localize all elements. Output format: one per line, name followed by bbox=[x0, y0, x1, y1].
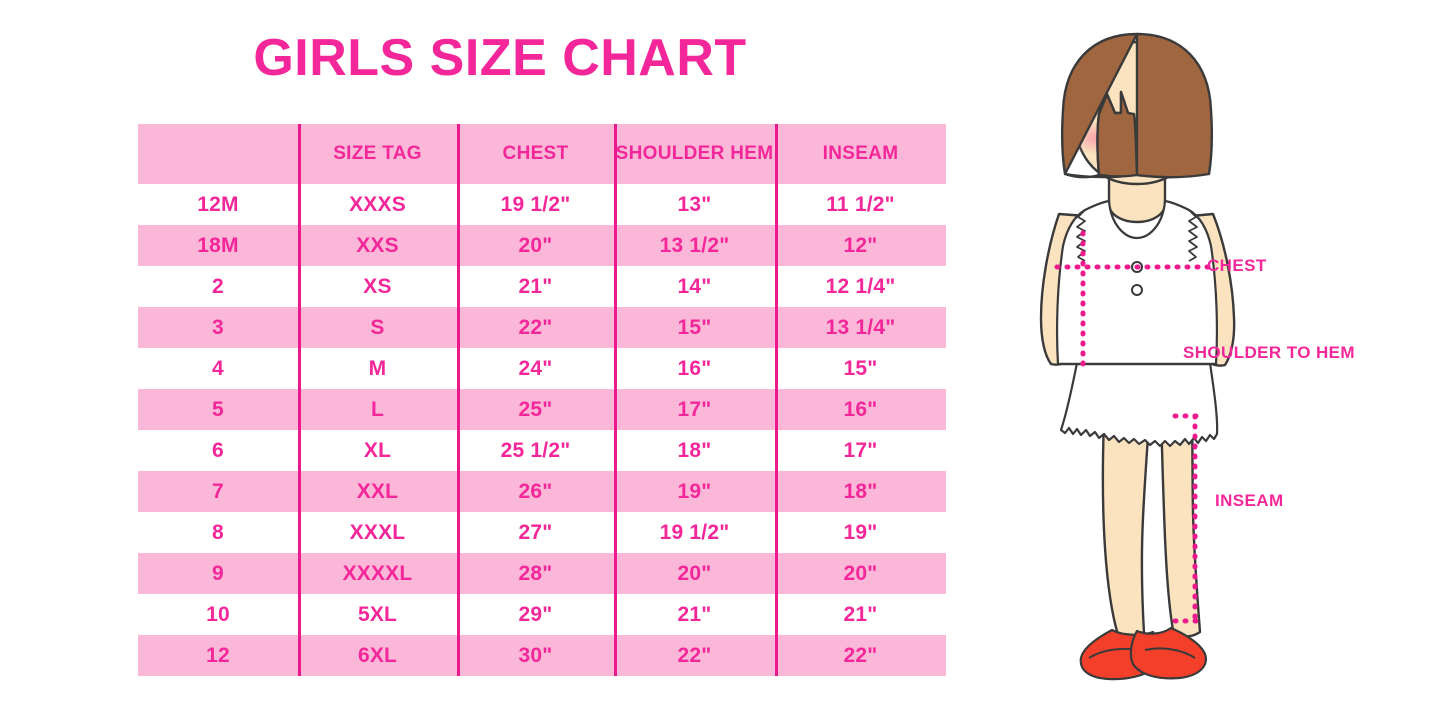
cell-chest: 29" bbox=[457, 594, 614, 635]
cell-shoulder-hem: 14" bbox=[614, 266, 775, 307]
column-header-size-tag: SIZE TAG bbox=[298, 124, 457, 184]
girl-figure-icon bbox=[1039, 32, 1236, 681]
cell-inseam: 15" bbox=[775, 348, 946, 389]
cell-size-tag: 6XL bbox=[298, 635, 457, 676]
table-row: 9 XXXXL 28" 20" 20" bbox=[138, 553, 946, 594]
cell-size: 12M bbox=[138, 184, 298, 225]
cell-size-tag: XXXS bbox=[298, 184, 457, 225]
cell-size-tag: M bbox=[298, 348, 457, 389]
cell-inseam: 11 1/2" bbox=[775, 184, 946, 225]
cell-size-tag: S bbox=[298, 307, 457, 348]
cell-shoulder-hem: 18" bbox=[614, 430, 775, 471]
table-row: 3 S 22" 15" 13 1/4" bbox=[138, 307, 946, 348]
cell-inseam: 17" bbox=[775, 430, 946, 471]
table-row: 12 6XL 30" 22" 22" bbox=[138, 635, 946, 676]
cell-size: 7 bbox=[138, 471, 298, 512]
cell-inseam: 18" bbox=[775, 471, 946, 512]
table-row: 6 XL 25 1/2" 18" 17" bbox=[138, 430, 946, 471]
shoes bbox=[1079, 626, 1207, 681]
cell-inseam: 13 1/4" bbox=[775, 307, 946, 348]
table-header-row: SIZE TAG CHEST SHOULDER HEM INSEAM bbox=[138, 124, 946, 184]
cell-shoulder-hem: 19 1/2" bbox=[614, 512, 775, 553]
cell-size-tag: XXXXL bbox=[298, 553, 457, 594]
cell-size: 2 bbox=[138, 266, 298, 307]
table-header: SIZE TAG CHEST SHOULDER HEM INSEAM bbox=[138, 124, 946, 184]
cell-chest: 24" bbox=[457, 348, 614, 389]
cell-shoulder-hem: 16" bbox=[614, 348, 775, 389]
cell-inseam: 19" bbox=[775, 512, 946, 553]
cell-inseam: 21" bbox=[775, 594, 946, 635]
column-header-size bbox=[138, 124, 298, 184]
cell-chest: 22" bbox=[457, 307, 614, 348]
table-row: 4 M 24" 16" 15" bbox=[138, 348, 946, 389]
cell-inseam: 12" bbox=[775, 225, 946, 266]
cell-size: 10 bbox=[138, 594, 298, 635]
cell-size-tag: XXXL bbox=[298, 512, 457, 553]
cell-size: 5 bbox=[138, 389, 298, 430]
cell-chest: 27" bbox=[457, 512, 614, 553]
cell-size: 6 bbox=[138, 430, 298, 471]
cell-shoulder-hem: 19" bbox=[614, 471, 775, 512]
cell-shoulder-hem: 15" bbox=[614, 307, 775, 348]
cell-chest: 20" bbox=[457, 225, 614, 266]
table-row: 5 L 25" 17" 16" bbox=[138, 389, 946, 430]
cell-size: 12 bbox=[138, 635, 298, 676]
cell-size: 9 bbox=[138, 553, 298, 594]
cell-shoulder-hem: 17" bbox=[614, 389, 775, 430]
cell-shoulder-hem: 22" bbox=[614, 635, 775, 676]
table-row: 10 5XL 29" 21" 21" bbox=[138, 594, 946, 635]
cell-chest: 26" bbox=[457, 471, 614, 512]
cell-shoulder-hem: 20" bbox=[614, 553, 775, 594]
annotation-inseam: INSEAM bbox=[1215, 491, 1284, 510]
cell-shoulder-hem: 21" bbox=[614, 594, 775, 635]
cell-size-tag: XL bbox=[298, 430, 457, 471]
cell-chest: 28" bbox=[457, 553, 614, 594]
annotation-chest: CHEST bbox=[1207, 256, 1267, 275]
cell-size-tag: L bbox=[298, 389, 457, 430]
cell-inseam: 12 1/4" bbox=[775, 266, 946, 307]
measurement-lines bbox=[1054, 230, 1220, 624]
cell-size: 8 bbox=[138, 512, 298, 553]
table-row: 8 XXXL 27" 19 1/2" 19" bbox=[138, 512, 946, 553]
cell-size: 3 bbox=[138, 307, 298, 348]
cell-size-tag: 5XL bbox=[298, 594, 457, 635]
cell-inseam: 22" bbox=[775, 635, 946, 676]
head bbox=[1060, 32, 1214, 186]
column-header-inseam: INSEAM bbox=[775, 124, 946, 184]
table-body: 12M XXXS 19 1/2" 13" 11 1/2" 18M XXS 20" 13 1/2"… bbox=[138, 184, 946, 676]
cell-size: 4 bbox=[138, 348, 298, 389]
cell-chest: 21" bbox=[457, 266, 614, 307]
cell-inseam: 16" bbox=[775, 389, 946, 430]
annotation-shoulder-to-hem: SHOULDER TO HEM bbox=[1183, 343, 1355, 362]
cell-chest: 19 1/2" bbox=[457, 184, 614, 225]
cell-size-tag: XXS bbox=[298, 225, 457, 266]
cell-size-tag: XS bbox=[298, 266, 457, 307]
table-row: 2 XS 21" 14" 12 1/4" bbox=[138, 266, 946, 307]
column-header-shoulder-hem: SHOULDER HEM bbox=[614, 124, 775, 184]
cell-chest: 25 1/2" bbox=[457, 430, 614, 471]
table-row: 12M XXXS 19 1/2" 13" 11 1/2" bbox=[138, 184, 946, 225]
cell-inseam: 20" bbox=[775, 553, 946, 594]
page-title: GIRLS SIZE CHART bbox=[253, 29, 747, 87]
table-row: 7 XXL 26" 19" 18" bbox=[138, 471, 946, 512]
cell-size: 18M bbox=[138, 225, 298, 266]
size-table: SIZE TAG CHEST SHOULDER HEM INSEAM 12M XX… bbox=[138, 124, 946, 676]
cell-shoulder-hem: 13" bbox=[614, 184, 775, 225]
skirt bbox=[1059, 361, 1219, 448]
table-row: 18M XXS 20" 13 1/2" 12" bbox=[138, 225, 946, 266]
size-table-container: SIZE TAG CHEST SHOULDER HEM INSEAM 12M XX… bbox=[138, 124, 946, 676]
cell-chest: 25" bbox=[457, 389, 614, 430]
cell-size-tag: XXL bbox=[298, 471, 457, 512]
cell-chest: 30" bbox=[457, 635, 614, 676]
column-header-chest: CHEST bbox=[457, 124, 614, 184]
cell-shoulder-hem: 13 1/2" bbox=[614, 225, 775, 266]
measurement-illustration: CHEST SHOULDER TO HEM INSEAM bbox=[985, 18, 1445, 708]
